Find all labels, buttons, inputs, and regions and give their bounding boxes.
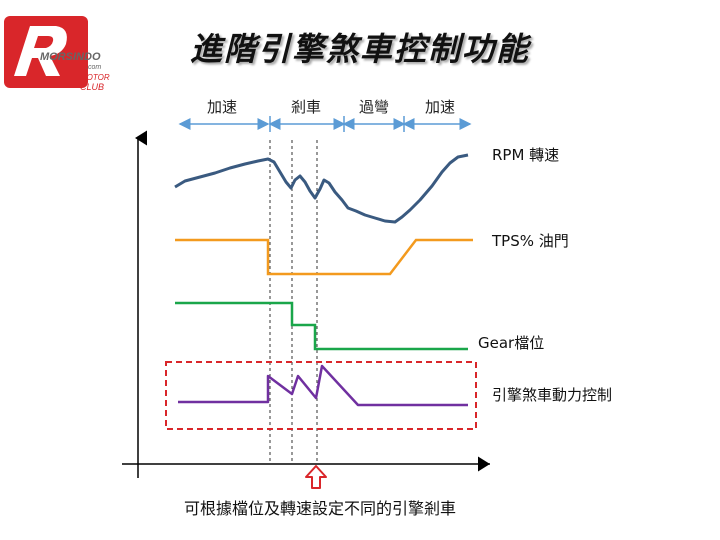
tps-line [175,238,473,276]
logo-text-4: CLUB [80,82,104,92]
label-tps: TPS% 油門 [491,232,569,250]
label-gear: Gear檔位 [478,334,544,352]
logo-text-2: .com [86,64,101,71]
ebc-highlight-box [165,361,477,430]
footer-caption: 可根據檔位及轉速設定不同的引擎剎車 [183,499,456,518]
motorsindo-logo: MORSINDO .com MOTOR CLUB [4,16,110,92]
phase-arrows [178,116,472,132]
phase-label-accelerate-2: 加速 [425,98,455,116]
logo-text-3: MOTOR [80,73,110,82]
gear-line [175,301,468,351]
phase-label-brake: 剎車 [291,98,321,116]
label-ebc: 引擎煞車動力控制 [492,386,612,404]
label-rpm: RPM 轉速 [492,146,559,164]
phase-label-accelerate-1: 加速 [207,98,237,116]
logo-text-1: MORSINDO [40,51,101,63]
rpm-line [174,153,469,224]
phase-label-cornering: 過彎 [359,98,389,116]
ebc-line [178,364,468,407]
page-title: 進階引擎煞車控制功能 [189,30,530,68]
red-up-arrow-icon [305,465,327,489]
